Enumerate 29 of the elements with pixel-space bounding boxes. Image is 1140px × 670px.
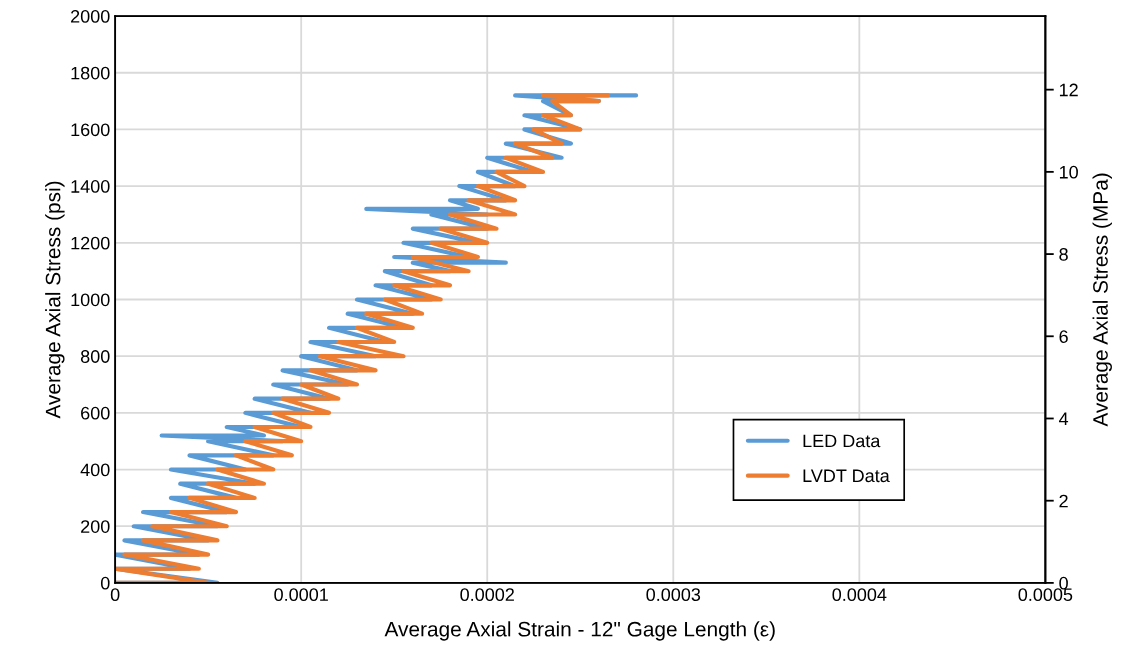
- y-tick-label: 600: [81, 406, 110, 420]
- y-tick-label: 1000: [71, 293, 110, 307]
- y-axis-title: Average Axial Stress (psi): [45, 181, 65, 419]
- y2-tick-label: 12: [1059, 83, 1078, 97]
- x-tick-label: 0.0001: [274, 588, 328, 602]
- x-tick-label: 0.0004: [832, 588, 887, 602]
- x-tick-label: 0: [110, 588, 120, 602]
- y2-tick-label: 8: [1059, 248, 1068, 261]
- y-tick-label: 2000: [71, 10, 110, 23]
- y-tick-label: 800: [80, 350, 110, 363]
- y-tick-label: 200: [81, 520, 110, 533]
- x-tick-label: 0.0003: [646, 588, 701, 602]
- y2-axis-title: Average Axial Stress (MPa): [1092, 173, 1112, 427]
- legend-label: LED Data: [803, 434, 881, 448]
- y2-tick-label: 0: [1059, 576, 1068, 590]
- y-tick-label: 1800: [71, 66, 110, 80]
- y-tick-label: 1600: [71, 123, 110, 137]
- x-tick-label: 0.0002: [460, 588, 514, 602]
- y2-tick-label: 2: [1059, 494, 1068, 508]
- y2-tick-label: 6: [1059, 330, 1068, 343]
- y-tick-label: 1200: [71, 236, 110, 250]
- y-tick-label: 400: [80, 463, 110, 477]
- y2-tick-label: 4: [1058, 412, 1069, 426]
- legend-label: LVDT Data: [803, 469, 890, 483]
- y-tick-label: 1400: [71, 180, 110, 193]
- y2-tick-label: 10: [1059, 165, 1078, 179]
- x-axis-title: Average Axial Strain - 12" Gage Length (ε): [384, 621, 775, 641]
- y-tick-label: 0: [100, 576, 110, 590]
- x-tick-label: 0.0005: [1018, 588, 1073, 602]
